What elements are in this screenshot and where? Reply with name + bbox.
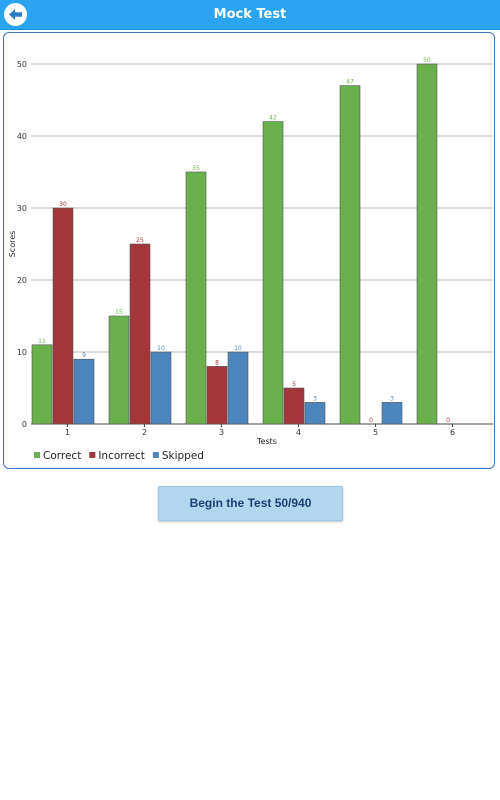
bar-correct [31, 344, 53, 425]
data-label: 5 [292, 381, 296, 388]
begin-test-button[interactable]: Begin the Test 50/940 [158, 486, 343, 521]
legend-swatch-incorrect [89, 452, 96, 458]
data-label: 3 [390, 395, 394, 402]
bar-skipped [227, 351, 249, 425]
page-title: Mock Test [213, 7, 287, 22]
y-tick-label: 50 [17, 60, 27, 69]
x-tick-label: 2 [142, 428, 147, 437]
bar-skipped [304, 402, 326, 425]
bar-correct [108, 315, 130, 425]
legend-label-correct: Correct [43, 450, 81, 462]
x-tick-label: 6 [450, 428, 455, 437]
legend-swatch-correct [34, 452, 40, 458]
bar-incorrect [206, 366, 228, 425]
y-axis-label: Scores [8, 231, 17, 258]
data-label: 42 [269, 115, 277, 122]
data-label: 30 [59, 201, 67, 208]
data-label: 3 [313, 395, 317, 402]
chart-card: 0 10 20 30 40 50 Scores 11 30 9 1 15 25 10 2 35 8 10 3 42 5 3… [3, 32, 495, 469]
y-tick-label: 10 [17, 348, 27, 357]
x-tick-label: 1 [65, 428, 70, 437]
legend-label-skipped: Skipped [162, 450, 204, 462]
data-label: 25 [136, 237, 144, 244]
data-label: 47 [346, 79, 354, 86]
data-label: 0 [369, 417, 373, 424]
bar-correct [339, 85, 361, 425]
legend-swatch-skipped [152, 452, 159, 458]
data-label: 10 [234, 345, 242, 352]
data-label: 11 [38, 338, 46, 345]
y-tick-label: 0 [22, 420, 27, 429]
data-label: 9 [82, 352, 86, 359]
legend-label-incorrect: Incorrect [98, 450, 145, 462]
data-label: 10 [157, 345, 165, 352]
x-tick-label: 3 [219, 428, 224, 437]
data-label: 35 [192, 165, 200, 172]
data-label: 50 [423, 57, 431, 64]
x-tick-label: 5 [373, 428, 378, 437]
scores-chart: 01020304050Scores11309115251023581034253… [8, 57, 493, 462]
y-tick-label: 30 [17, 204, 27, 213]
bar-skipped [150, 351, 172, 425]
bar-incorrect [52, 207, 74, 425]
bar-skipped [381, 402, 403, 425]
data-label: 8 [215, 359, 219, 366]
data-label: 0 [446, 417, 450, 424]
bar-correct [185, 171, 207, 425]
x-axis-label: Tests [256, 437, 277, 446]
y-tick-label: 40 [17, 132, 27, 141]
app-header: Mock Test [0, 0, 500, 30]
back-button[interactable] [4, 3, 27, 26]
arrow-left-icon [9, 9, 22, 20]
bar-correct [262, 121, 284, 425]
bar-incorrect [129, 243, 151, 425]
bar-skipped [73, 358, 95, 425]
data-label: 15 [115, 309, 123, 316]
bar-incorrect [283, 387, 305, 425]
y-tick-label: 20 [17, 276, 27, 285]
x-tick-label: 4 [296, 428, 301, 437]
bar-correct [416, 63, 438, 425]
